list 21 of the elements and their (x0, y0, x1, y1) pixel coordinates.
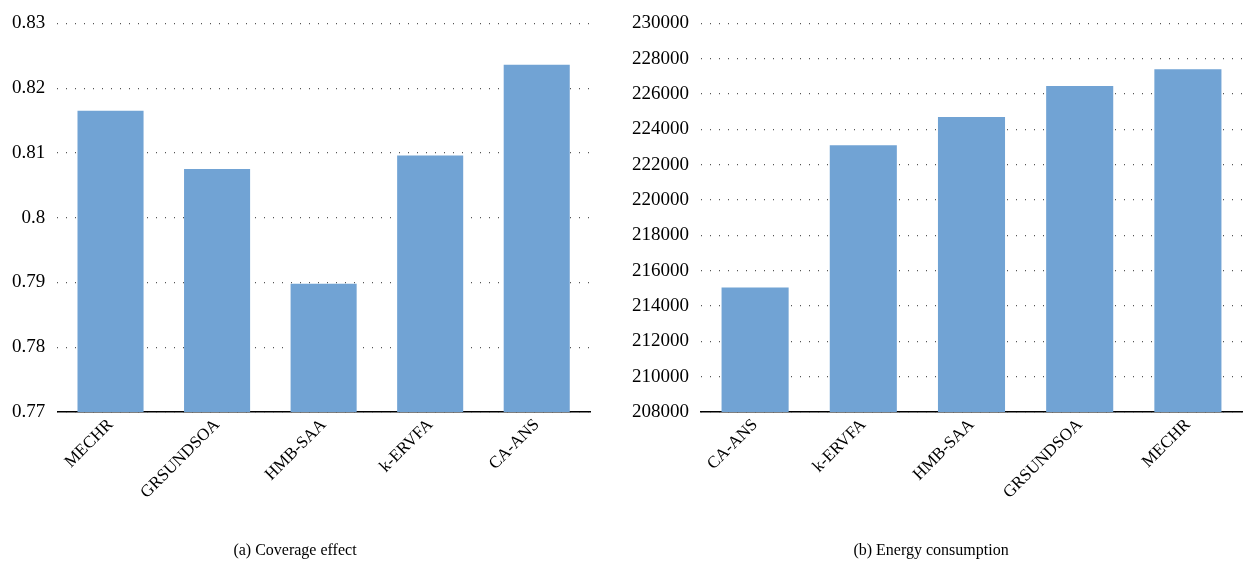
text: (a) Coverage effect (233, 540, 358, 559)
y-tick-label: 0.77 (12, 399, 46, 421)
y-tick-label: 228000 (632, 46, 689, 68)
y-tick-label: 0.81 (12, 140, 46, 162)
y-tick-label: 222000 (632, 152, 689, 174)
y-tick-label: 0.78 (12, 335, 46, 357)
y-tick-label: 226000 (632, 82, 689, 104)
y-tick-label: 0.82 (12, 76, 46, 98)
y-tick-label: 216000 (632, 258, 689, 280)
y-tick-label: 0.79 (12, 270, 46, 292)
y-tick-label: 214000 (632, 293, 689, 315)
y-tick-label: 220000 (632, 187, 689, 209)
y-tick-label: 0.8 (21, 205, 46, 227)
y-tick-label: 210000 (632, 364, 689, 386)
y-tick-label: 218000 (632, 223, 689, 245)
text: (b) Energy consumption (853, 540, 1009, 559)
y-tick-label: 0.83 (12, 11, 46, 33)
y-tick-label: 224000 (632, 117, 689, 139)
y-tick-label: 212000 (632, 329, 689, 351)
y-tick-label: 208000 (632, 399, 689, 421)
y-tick-label: 230000 (632, 11, 689, 33)
